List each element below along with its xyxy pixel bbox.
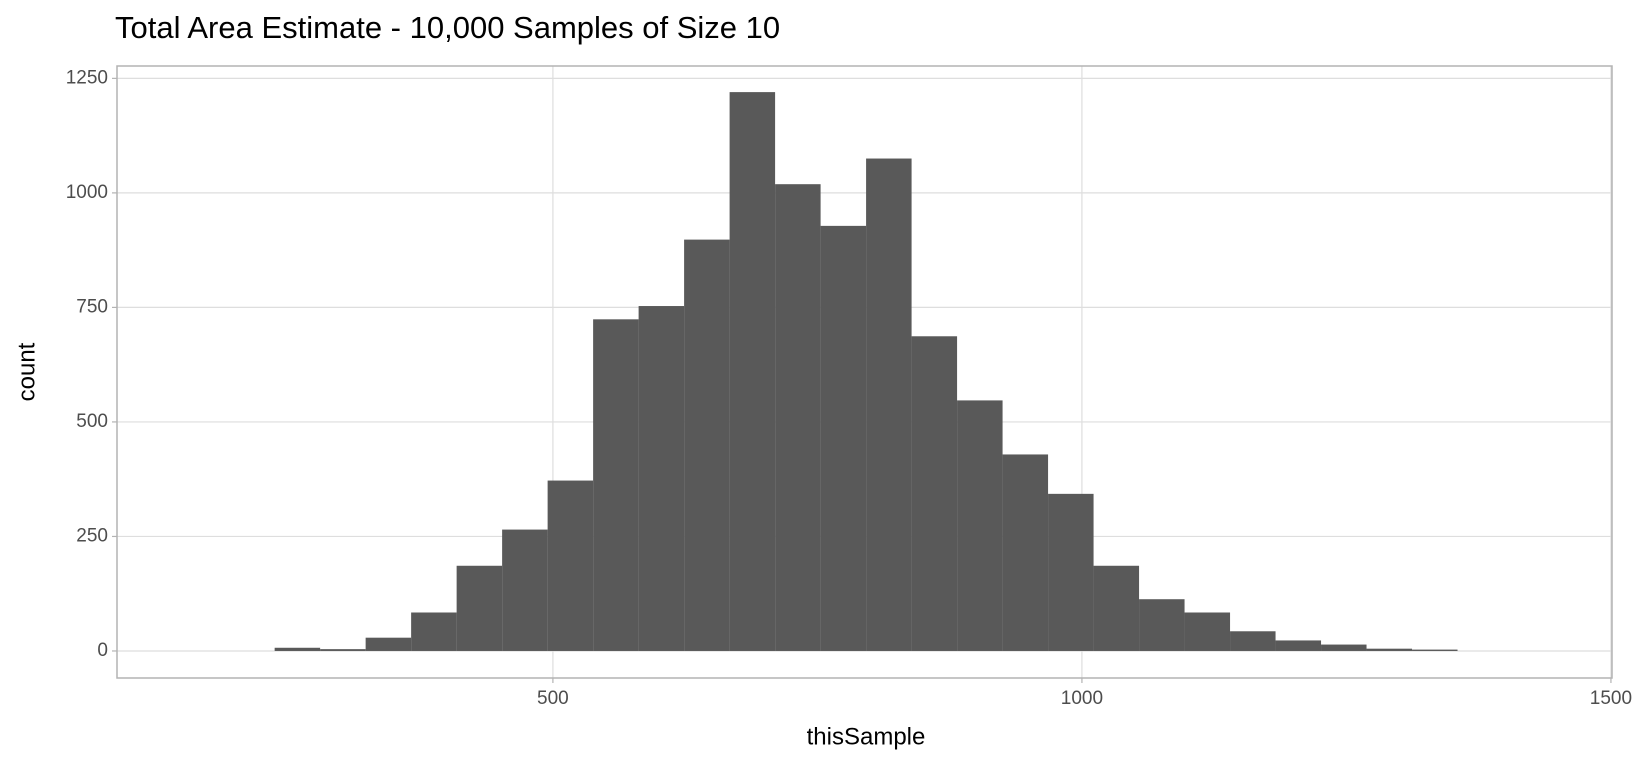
bar xyxy=(1366,648,1413,651)
y-tick-label: 250 xyxy=(76,525,108,546)
y-tick-label: 500 xyxy=(76,411,108,432)
bar xyxy=(866,158,912,651)
bar xyxy=(1139,599,1185,651)
bar xyxy=(547,480,594,651)
bar xyxy=(1002,454,1049,651)
bar xyxy=(1412,649,1458,651)
bar xyxy=(320,649,366,651)
bar xyxy=(820,225,867,651)
y-axis-title: count xyxy=(13,342,40,401)
chart-title: Total Area Estimate - 10,000 Samples of … xyxy=(115,10,780,45)
bar xyxy=(1275,640,1322,651)
panel-border xyxy=(116,65,1613,679)
bar xyxy=(1230,631,1276,651)
y-tick-label: 750 xyxy=(76,296,108,317)
y-tick-label: 0 xyxy=(97,640,108,661)
bar xyxy=(684,239,730,651)
bar xyxy=(1184,612,1231,651)
bar xyxy=(638,306,685,651)
x-tick-label: 1000 xyxy=(1061,688,1103,709)
bar xyxy=(1093,565,1140,651)
bar xyxy=(957,400,1003,651)
bar xyxy=(775,184,821,651)
bar xyxy=(502,529,548,651)
y-tick-label: 1250 xyxy=(66,67,108,88)
bar xyxy=(1048,493,1094,651)
bar xyxy=(274,647,321,651)
bar xyxy=(365,637,412,651)
x-tick-label: 1500 xyxy=(1590,688,1632,709)
bar xyxy=(411,612,457,651)
x-axis-title: thisSample xyxy=(807,723,926,750)
bar xyxy=(456,565,503,651)
bar xyxy=(911,336,958,651)
bar xyxy=(1321,644,1367,651)
bar xyxy=(729,92,776,651)
bar xyxy=(593,319,639,651)
x-tick-label: 500 xyxy=(537,688,569,709)
y-tick-label: 1000 xyxy=(66,182,108,203)
